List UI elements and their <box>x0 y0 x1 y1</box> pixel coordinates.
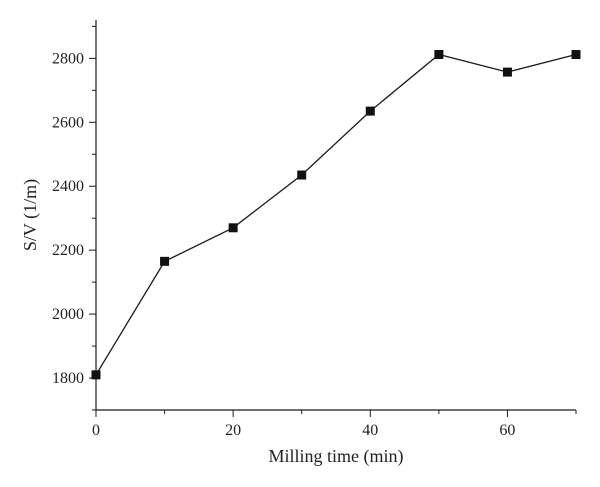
y-tick-label: 2800 <box>52 50 84 67</box>
plot-area <box>91 50 581 380</box>
data-point <box>502 67 512 77</box>
data-point <box>160 256 170 266</box>
data-point <box>571 50 581 60</box>
y-tick-label: 2200 <box>52 242 84 259</box>
x-tick-label: 60 <box>499 422 515 439</box>
x-tick-label: 20 <box>225 422 241 439</box>
data-point <box>365 106 375 116</box>
series-line <box>95 53 577 376</box>
x-axis-title: Milling time (min) <box>269 446 404 467</box>
x-tick-label: 0 <box>92 422 100 439</box>
y-tick-label: 2400 <box>52 178 84 195</box>
data-point <box>434 50 444 60</box>
data-point <box>228 223 238 233</box>
y-axis-title: S/V (1/m) <box>20 179 41 251</box>
y-tick-label: 1800 <box>52 370 84 387</box>
y-tick-label: 2600 <box>52 114 84 131</box>
y-tick-label: 2000 <box>52 306 84 323</box>
data-point <box>91 370 101 380</box>
x-tick-label: 40 <box>362 422 378 439</box>
axes: 0 20 40 60 1800 2000 2200 2400 2600 2800 <box>52 20 577 439</box>
data-point <box>297 170 307 180</box>
